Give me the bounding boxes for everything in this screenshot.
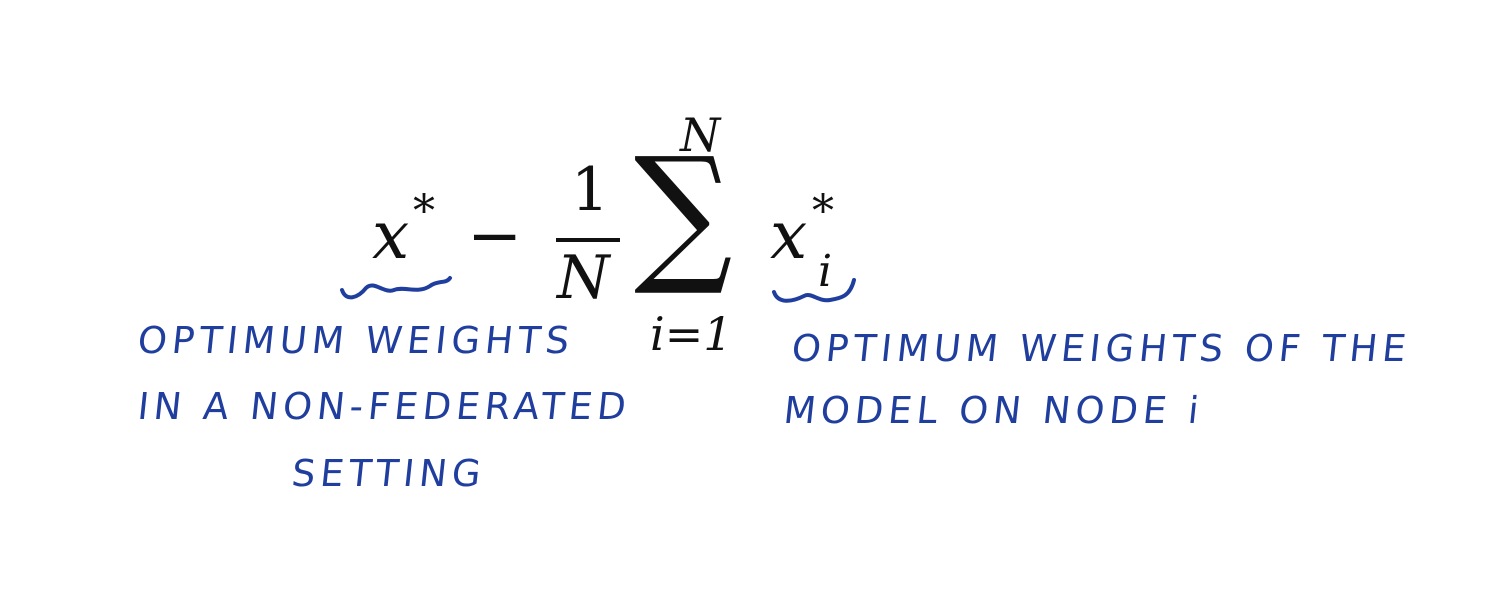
right-underbrace [772,278,856,303]
term-superscript: * [812,186,834,237]
left-annotation-line-1: OPTIMUM WEIGHTS [135,319,577,362]
lhs-variable: x [372,197,410,274]
left-underbrace [340,276,452,300]
sum-lower-limit: i=1 [650,307,733,361]
left-annotation-line-3: SETTING [289,452,488,495]
left-annotation-line-2: IN A NON-FEDERATED [135,385,634,428]
fraction-denominator: N [557,243,610,313]
term-variable: x [770,197,808,274]
fraction-numerator: 1 [571,155,610,225]
lhs-superscript: * [413,186,435,237]
right-annotation-line-1: OPTIMUM WEIGHTS OF THE [789,327,1414,370]
sum-upper-limit: N [680,108,721,162]
summation-symbol: ∑ [634,126,733,300]
fraction-bar [556,238,620,242]
minus-sign: − [467,197,523,274]
right-annotation-line-2: MODEL ON NODE i [781,389,1206,432]
term-subscript: i [818,246,833,297]
